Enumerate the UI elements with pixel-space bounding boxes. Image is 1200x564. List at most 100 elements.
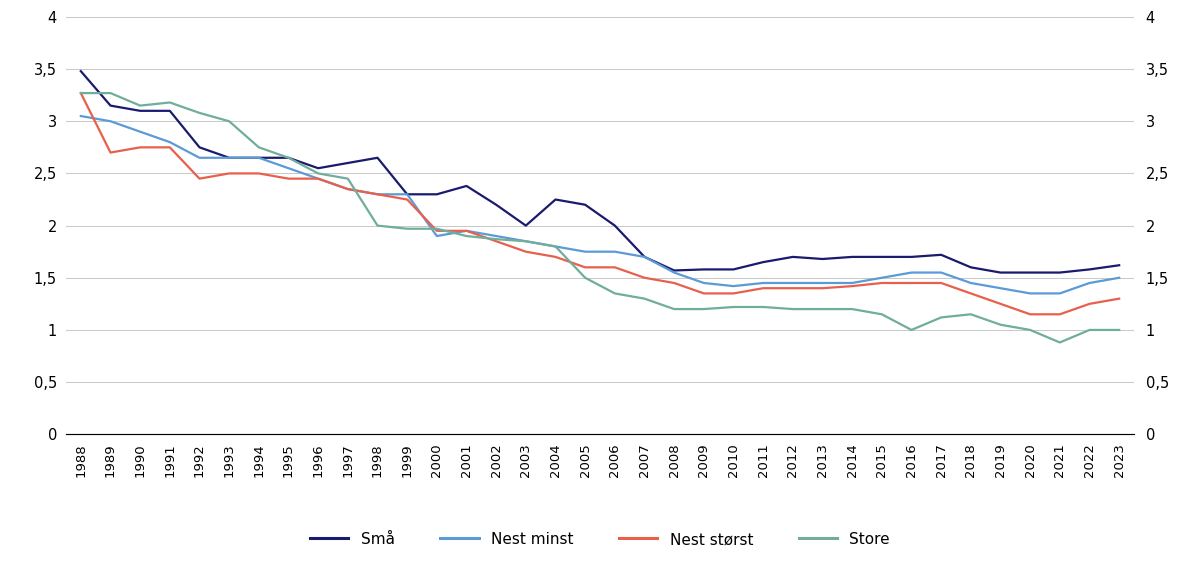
Store — [964, 311, 978, 318]
Små — [726, 266, 740, 273]
Nest størst — [460, 227, 474, 234]
Små — [192, 144, 206, 151]
Store — [548, 243, 563, 250]
Små — [1052, 269, 1067, 276]
Nest minst — [192, 155, 206, 161]
Store — [311, 170, 325, 177]
Store — [163, 99, 178, 106]
Små — [875, 254, 889, 261]
Nest minst — [905, 269, 919, 276]
Små — [460, 183, 474, 190]
Line: Små: Små — [80, 71, 1120, 272]
Små — [488, 201, 503, 208]
Store — [637, 296, 652, 302]
Nest minst — [133, 128, 148, 135]
Nest størst — [371, 191, 385, 198]
Store — [726, 303, 740, 310]
Nest minst — [578, 248, 593, 255]
Nest størst — [786, 285, 800, 292]
Store — [371, 222, 385, 229]
Små — [548, 196, 563, 203]
Små — [311, 165, 325, 171]
Små — [667, 267, 682, 274]
Nest minst — [964, 280, 978, 287]
Nest minst — [934, 269, 948, 276]
Store — [281, 155, 295, 161]
Store — [460, 232, 474, 239]
Nest størst — [400, 196, 414, 203]
Nest størst — [637, 274, 652, 281]
Små — [73, 68, 88, 74]
Nest minst — [786, 280, 800, 287]
Store — [73, 90, 88, 96]
Små — [341, 160, 355, 166]
Nest minst — [163, 139, 178, 146]
Små — [163, 107, 178, 114]
Store — [607, 290, 622, 297]
Nest størst — [192, 175, 206, 182]
Nest størst — [845, 283, 859, 289]
Nest størst — [73, 90, 88, 96]
Store — [341, 175, 355, 182]
Nest størst — [252, 170, 266, 177]
Små — [607, 222, 622, 229]
Nest minst — [845, 280, 859, 287]
Nest størst — [934, 280, 948, 287]
Nest minst — [103, 118, 118, 125]
Nest størst — [1052, 311, 1067, 318]
Små — [994, 269, 1008, 276]
Line: Nest minst: Nest minst — [80, 116, 1120, 293]
Nest størst — [607, 264, 622, 271]
Nest størst — [964, 290, 978, 297]
Nest størst — [697, 290, 712, 297]
Nest minst — [281, 165, 295, 171]
Store — [1082, 327, 1097, 333]
Legend: Små, Nest minst, Nest størst, Store: Små, Nest minst, Nest størst, Store — [304, 526, 896, 553]
Nest minst — [222, 155, 236, 161]
Store — [518, 238, 533, 245]
Små — [637, 254, 652, 261]
Små — [222, 155, 236, 161]
Store — [1022, 327, 1037, 333]
Nest minst — [518, 238, 533, 245]
Nest størst — [994, 301, 1008, 307]
Nest størst — [578, 264, 593, 271]
Nest størst — [1022, 311, 1037, 318]
Små — [578, 201, 593, 208]
Nest minst — [1112, 274, 1127, 281]
Små — [1022, 269, 1037, 276]
Små — [371, 155, 385, 161]
Nest minst — [371, 191, 385, 198]
Små — [1082, 266, 1097, 273]
Nest minst — [607, 248, 622, 255]
Nest minst — [311, 175, 325, 182]
Store — [815, 306, 829, 312]
Små — [697, 266, 712, 273]
Store — [905, 327, 919, 333]
Line: Store: Store — [80, 93, 1120, 342]
Store — [756, 303, 770, 310]
Små — [281, 155, 295, 161]
Nest størst — [815, 285, 829, 292]
Nest minst — [756, 280, 770, 287]
Nest minst — [1022, 290, 1037, 297]
Line: Nest størst: Nest størst — [80, 93, 1120, 314]
Store — [934, 314, 948, 321]
Nest størst — [756, 285, 770, 292]
Små — [815, 255, 829, 262]
Nest minst — [430, 232, 444, 239]
Store — [222, 118, 236, 125]
Nest minst — [252, 155, 266, 161]
Nest minst — [1082, 280, 1097, 287]
Nest minst — [548, 243, 563, 250]
Små — [252, 155, 266, 161]
Store — [252, 144, 266, 151]
Store — [1112, 327, 1127, 333]
Store — [1052, 339, 1067, 346]
Nest størst — [341, 186, 355, 192]
Nest minst — [726, 283, 740, 289]
Store — [578, 274, 593, 281]
Store — [667, 306, 682, 312]
Store — [786, 306, 800, 312]
Små — [133, 107, 148, 114]
